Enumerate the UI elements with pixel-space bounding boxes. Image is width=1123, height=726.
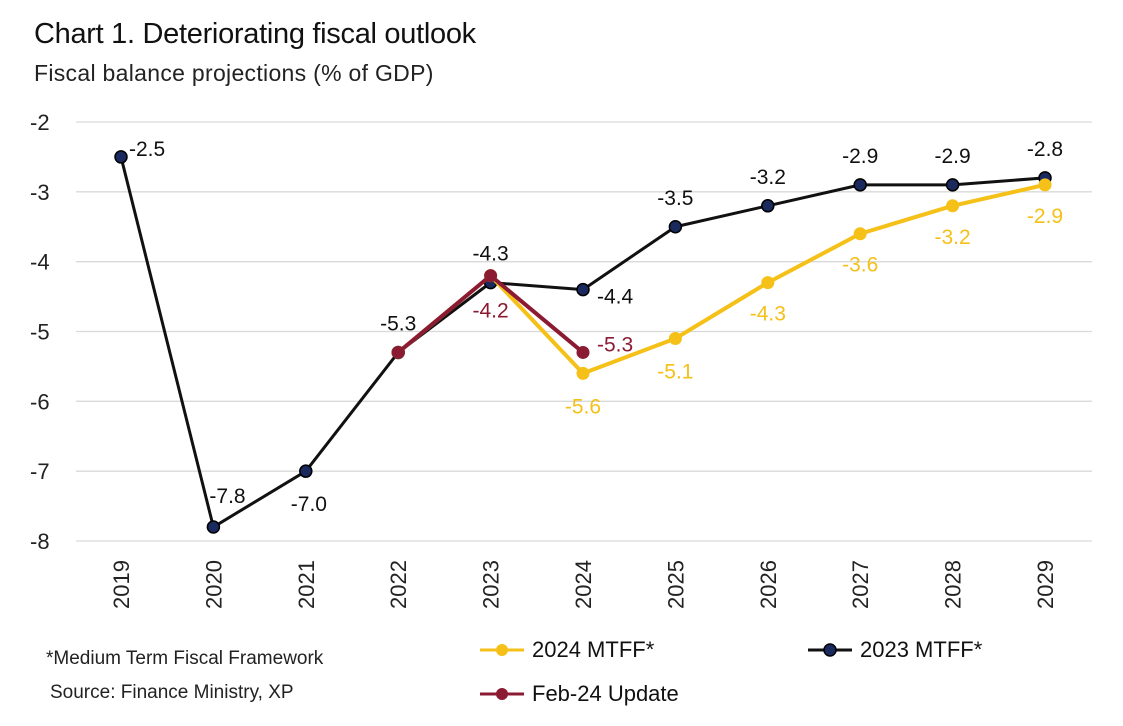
data-label: -5.6 (565, 395, 601, 418)
data-point (668, 220, 683, 234)
data-label: -3.2 (935, 226, 971, 249)
x-tick-label: 2027 (848, 560, 873, 609)
y-tick-label: -7 (30, 459, 50, 484)
data-point (576, 366, 590, 380)
x-axis: 2019 2020 2021 2022 2023 2024 2025 2026 2027 2028… (109, 560, 1058, 609)
legend-label-2024-mtff: 2024 MTFF* (532, 637, 655, 662)
y-tick-label: -8 (30, 529, 50, 554)
data-label: -5.1 (657, 360, 693, 383)
legend-swatch-feb24-update (480, 688, 524, 700)
y-tick-label: -6 (30, 389, 50, 414)
data-point (668, 331, 682, 345)
data-label: -4.4 (597, 286, 634, 309)
data-point (761, 276, 775, 290)
y-tick-label: -4 (30, 250, 50, 275)
legend-item-2024-mtff: 2024 MTFF* (478, 637, 654, 663)
data-label: -3.5 (657, 187, 693, 210)
legend-item-2023-mtff: 2023 MTFF* (806, 637, 982, 663)
legend-swatch-2023-mtff (808, 643, 852, 657)
data-label: -2.9 (1027, 205, 1063, 228)
data-point (206, 520, 221, 534)
y-tick-label: -5 (30, 320, 50, 345)
x-tick-label: 2020 (201, 560, 226, 609)
footnote-source: Source: Finance Ministry, XP (50, 682, 294, 703)
data-labels: -2.5 -7.8 -7.0 -5.3 -4.3 -4.4 -3.5 -3.2 -2.9 -2.9… (129, 138, 1063, 516)
x-tick-label: 2028 (941, 560, 966, 609)
legend-label-feb24-update: Feb-24 Update (532, 681, 679, 706)
data-point (576, 282, 590, 297)
data-point (576, 345, 590, 359)
data-label: -3.2 (750, 166, 786, 189)
y-tick-label: -3 (30, 180, 50, 205)
data-label: -4.3 (750, 303, 786, 326)
series-layer (114, 150, 1052, 534)
footnote-mtff: *Medium Term Fiscal Framework (46, 648, 324, 669)
chart-title: Chart 1. Deteriorating fiscal outlook (34, 18, 476, 50)
y-tick-label: -2 (30, 110, 50, 135)
data-label: -2.8 (1027, 138, 1063, 161)
data-point (946, 199, 960, 213)
y-axis: -2 -3 -4 -5 -6 -7 -8 (30, 110, 50, 554)
chart-subtitle: Fiscal balance projections (% of GDP) (34, 60, 434, 86)
data-point (299, 464, 313, 478)
data-label: -2.5 (129, 138, 165, 161)
data-label: -4.3 (473, 243, 509, 266)
x-tick-label: 2019 (109, 560, 134, 609)
data-label: -4.2 (473, 300, 509, 323)
grid-layer (76, 121, 1092, 542)
data-point (945, 178, 960, 192)
legend-swatch-2024-mtff (480, 644, 524, 656)
data-point (853, 227, 867, 241)
data-label: -3.6 (842, 254, 878, 277)
x-tick-label: 2021 (294, 560, 319, 609)
x-tick-label: 2024 (571, 560, 596, 609)
legend-item-feb24-update: Feb-24 Update (478, 681, 679, 707)
x-tick-label: 2029 (1033, 560, 1058, 609)
x-tick-label: 2025 (663, 560, 688, 609)
data-point (1038, 178, 1052, 192)
x-tick-label: 2022 (386, 560, 411, 609)
data-point (391, 345, 405, 359)
data-label: -7.0 (291, 493, 327, 516)
data-label: -2.9 (935, 145, 971, 168)
data-label: -5.3 (597, 333, 633, 356)
data-point (114, 150, 128, 164)
x-tick-label: 2026 (756, 560, 781, 609)
data-label: -2.9 (842, 145, 878, 168)
data-point (853, 178, 867, 192)
data-label: -7.8 (209, 485, 245, 508)
data-point (761, 199, 775, 213)
data-point (484, 269, 498, 283)
x-tick-label: 2023 (479, 560, 504, 609)
data-label: -5.3 (380, 312, 416, 335)
series-line (396, 182, 1046, 376)
legend-label-2023-mtff: 2023 MTFF* (860, 637, 983, 662)
